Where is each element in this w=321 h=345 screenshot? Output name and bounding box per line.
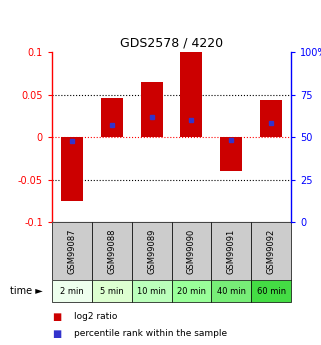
Title: GDS2578 / 4220: GDS2578 / 4220: [120, 37, 223, 49]
Bar: [101, 98, 123, 137]
Text: GSM99090: GSM99090: [187, 228, 196, 274]
Text: log2 ratio: log2 ratio: [74, 312, 118, 321]
Text: 60 min: 60 min: [256, 286, 286, 296]
Bar: [52, 280, 92, 302]
Bar: [180, 52, 202, 137]
Text: GSM99092: GSM99092: [266, 228, 276, 274]
Bar: [132, 222, 171, 280]
Bar: [141, 82, 162, 137]
Bar: [260, 100, 282, 137]
Text: 2 min: 2 min: [60, 286, 84, 296]
Text: GSM99088: GSM99088: [107, 228, 116, 274]
Bar: [61, 137, 83, 201]
Bar: [171, 280, 211, 302]
Text: ■: ■: [52, 312, 61, 322]
Bar: [132, 280, 171, 302]
Bar: [52, 222, 92, 280]
Text: GSM99089: GSM99089: [147, 228, 156, 274]
Bar: [251, 222, 291, 280]
Text: time ►: time ►: [10, 286, 42, 296]
Text: percentile rank within the sample: percentile rank within the sample: [74, 329, 228, 338]
Text: GSM99091: GSM99091: [227, 228, 236, 274]
Text: 40 min: 40 min: [217, 286, 246, 296]
Bar: [211, 280, 251, 302]
Text: 5 min: 5 min: [100, 286, 124, 296]
Bar: [220, 137, 242, 171]
Bar: [211, 222, 251, 280]
Bar: [251, 280, 291, 302]
Text: 10 min: 10 min: [137, 286, 166, 296]
Text: ■: ■: [52, 328, 61, 338]
Bar: [92, 280, 132, 302]
Text: 20 min: 20 min: [177, 286, 206, 296]
Bar: [171, 222, 211, 280]
Bar: [92, 222, 132, 280]
Text: GSM99087: GSM99087: [67, 228, 76, 274]
